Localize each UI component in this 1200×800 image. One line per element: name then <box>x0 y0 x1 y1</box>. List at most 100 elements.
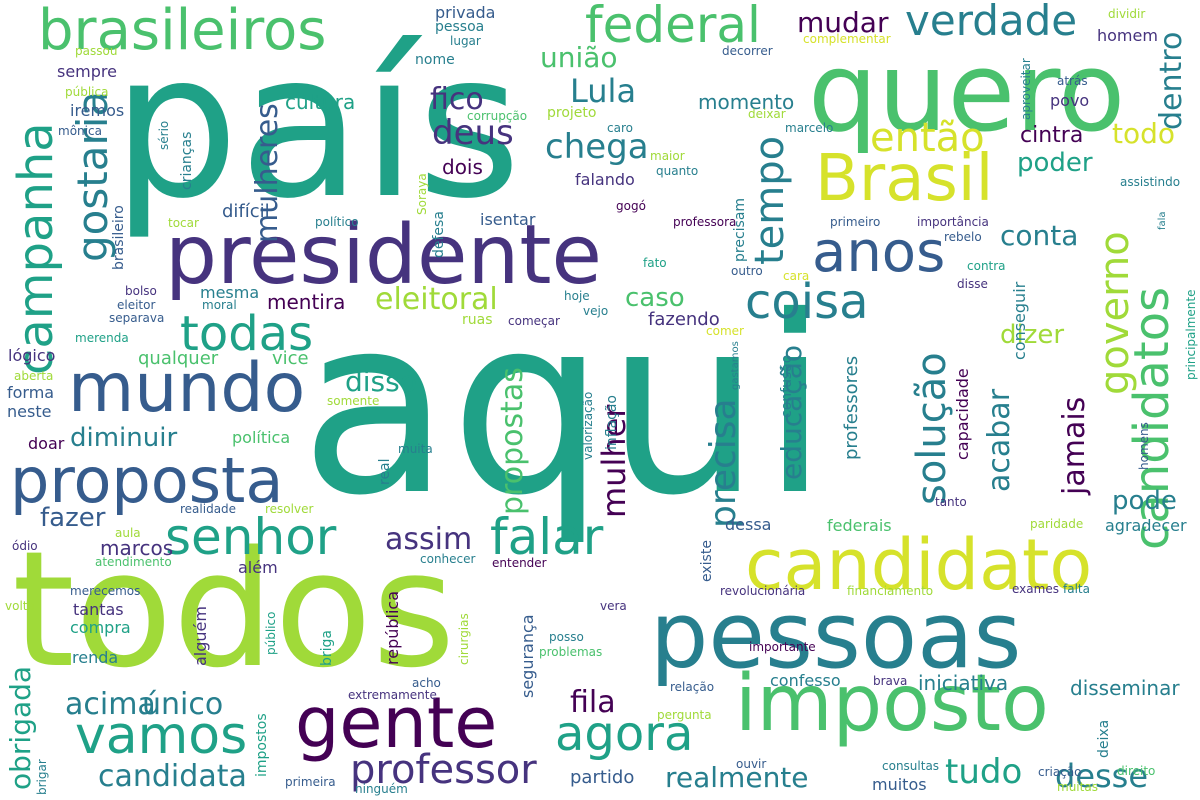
word-forma: forma <box>7 383 55 402</box>
word-importancia: importância <box>917 215 989 229</box>
word-candidata: candidata <box>98 759 247 794</box>
word-resolver: resolver <box>265 502 314 516</box>
word-desse: desse <box>1055 757 1149 795</box>
word-precisa: precisa <box>703 398 744 528</box>
word-odio: ódio <box>12 539 38 553</box>
word-agora: agora <box>555 706 694 762</box>
word-realmente: realmente <box>665 761 809 794</box>
word-candidato: candidato <box>745 524 1093 606</box>
word-todas: todas <box>180 306 314 362</box>
word-aproveitar: aproveitar <box>1019 58 1033 120</box>
word-merecemos: merecemos <box>70 584 141 598</box>
word-caro: caro <box>607 121 633 135</box>
word-gastamos: gastamos <box>730 341 741 390</box>
word-mulheres: mulheres <box>250 103 285 243</box>
word-anos: anos <box>812 220 946 285</box>
word-pergunta: pergunta <box>657 708 712 722</box>
word-brasileiro: brasileiro <box>111 205 127 270</box>
word-vice: vice <box>272 348 309 369</box>
word-dessa: dessa <box>725 515 772 534</box>
word-isentar: isentar <box>480 210 536 229</box>
word-cirurgias: cirurgias <box>457 613 471 665</box>
word-doar: doar <box>28 434 65 453</box>
word-uniao: união <box>540 41 618 74</box>
word-conta: conta <box>1000 219 1079 252</box>
word-cintra: cintra <box>1020 123 1084 148</box>
word-entao: então <box>870 115 985 161</box>
word-mudar: mudar <box>797 6 889 39</box>
word-conhecer: conhecer <box>420 552 476 566</box>
word-decorrer: decorrer <box>722 44 773 58</box>
word-brasileiros: brasileiros <box>38 0 327 63</box>
word-soraya: Soraya <box>415 173 429 215</box>
word-quero: quero <box>808 28 1126 156</box>
word-privada: privada <box>435 3 496 22</box>
word-cara: cara <box>783 269 810 283</box>
word-principalmente: principalmente <box>1184 289 1198 381</box>
word-compra: compra <box>70 618 131 637</box>
word-deixar: deixar <box>748 107 786 121</box>
word-acima: acima <box>65 687 156 722</box>
word-solucao: solução <box>909 352 955 505</box>
word-lugar: lugar <box>450 34 481 48</box>
word-tudo: tudo <box>945 752 1023 792</box>
word-complementar: complementar <box>803 32 891 46</box>
word-partido: partido <box>570 767 635 788</box>
word-projeto: projeto <box>547 105 597 121</box>
word-cultura: cultura <box>285 90 356 114</box>
word-politica: política <box>232 428 291 447</box>
word-vera: vera <box>600 599 627 613</box>
word-ouvir: ouvir <box>736 757 767 771</box>
word-mentira: mentira <box>267 290 346 314</box>
word-separava: separava <box>109 311 165 325</box>
word-mundo: mundo <box>68 349 306 428</box>
word-confusao: confusão <box>779 354 795 418</box>
word-marcelo: marcelo <box>785 121 834 135</box>
word-primeira: primeira <box>285 775 336 789</box>
word-existe: existe <box>699 540 715 582</box>
word-professores: professores <box>841 355 862 460</box>
word-muitos: muitos <box>872 775 927 794</box>
word-brigar: brigar <box>35 759 49 795</box>
word-comer: comer <box>706 324 744 338</box>
word-jamais: jamais <box>1057 396 1092 495</box>
word-bolso: bolso <box>125 284 157 298</box>
word-diminuir: diminuir <box>70 423 178 453</box>
word-alem: além <box>238 558 278 577</box>
word-federais: federais <box>827 516 892 535</box>
word-real: real <box>377 458 393 485</box>
word-atendimento: atendimento <box>95 555 172 569</box>
word-precisam: precisam <box>732 197 748 262</box>
word-verdade: verdade <box>905 0 1078 45</box>
word-gogo: gogó <box>616 199 646 213</box>
word-primeiro: primeiro <box>830 215 881 229</box>
word-eleitoral: eleitoral <box>375 282 498 317</box>
word-deus: deus <box>432 113 514 153</box>
word-homens: homens <box>1137 422 1151 470</box>
word-falta: falta <box>1063 582 1090 596</box>
word-brasil: Brasil <box>815 142 994 216</box>
word-exames: exames <box>1012 582 1059 596</box>
word-hoje: hoje <box>564 289 590 303</box>
word-valorizacao: valorização <box>581 391 595 460</box>
word-coisa: coisa <box>745 274 869 330</box>
word-assim: assim <box>385 522 473 557</box>
word-comecar: começar <box>508 314 560 328</box>
word-assistindo: assistindo <box>1120 175 1181 189</box>
word-homem: homem <box>1097 26 1158 45</box>
word-campanha: campanha <box>8 122 64 375</box>
word-dificil: difícil <box>222 201 270 222</box>
word-sempre: sempre <box>57 62 117 81</box>
word-marcos: marcos <box>100 536 174 560</box>
word-disseminar: disseminar <box>1070 676 1180 700</box>
word-proposta: proposta <box>10 444 284 517</box>
word-professor: professor <box>350 747 537 793</box>
word-muita: muita <box>398 442 433 456</box>
word-ninguem: ninguém <box>355 782 408 796</box>
word-tocar: tocar <box>168 216 199 230</box>
word-lula: Lula <box>570 72 637 110</box>
word-criancas: crianças <box>179 131 195 190</box>
word-politico: político <box>315 215 359 229</box>
word-tempo: tempo <box>747 135 793 265</box>
